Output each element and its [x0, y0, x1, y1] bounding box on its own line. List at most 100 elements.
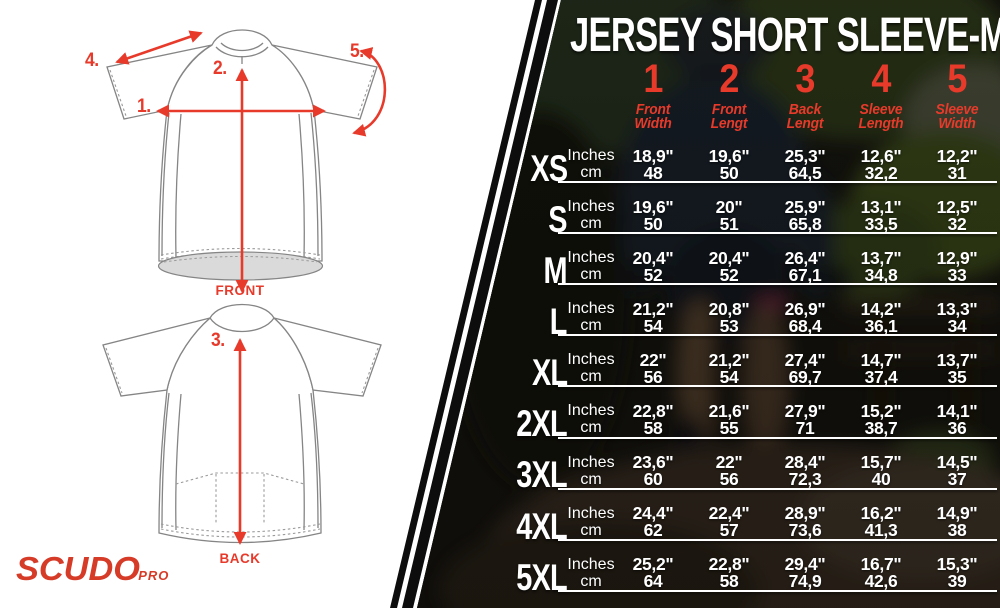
- inches-value: 20": [715, 196, 743, 217]
- cm-value: 64,5: [788, 162, 822, 183]
- cm-value: 34,8: [864, 264, 898, 285]
- inches-value: 26,4": [784, 247, 826, 268]
- unit-inches-label: Inches: [567, 555, 615, 573]
- column-number: 5: [947, 57, 967, 101]
- back-caption: BACK: [219, 551, 261, 566]
- cm-value: 55: [719, 417, 739, 438]
- row-divider: [558, 283, 997, 286]
- inches-value: 22": [639, 349, 667, 370]
- cm-value: 37,4: [864, 366, 898, 387]
- inches-value: 21,2": [632, 298, 674, 319]
- column-label: Sleeve Length: [858, 101, 904, 132]
- cm-value: 36,1: [864, 315, 898, 336]
- cm-value: 42,6: [864, 571, 898, 592]
- jersey-back-outline: [102, 303, 382, 544]
- cm-value: 64: [643, 571, 663, 592]
- inches-value: 22": [715, 452, 743, 473]
- size-row-s: S Inches cm 19,6" 20" 25,9" 13,1" 12,5" 50 51 65,8…: [505, 183, 997, 238]
- inches-value: 27,4": [784, 349, 826, 370]
- unit-cm-label: cm: [580, 164, 602, 181]
- marker-5: 5.: [350, 41, 364, 62]
- inches-value: 12,5": [936, 196, 978, 217]
- unit-inches-label: Inches: [567, 147, 615, 164]
- row-divider: [558, 589, 997, 592]
- unit-cm-label: cm: [580, 215, 602, 233]
- cm-value: 65,8: [788, 213, 822, 234]
- inches-value: 24,4": [632, 503, 674, 524]
- arrow-sleeve-length: [115, 30, 203, 65]
- inches-value: 20,4": [632, 247, 674, 268]
- size-rows: XS Inches cm 18,9" 19,6" 25,3" 12,6" 12,2" 48 50 6…: [505, 132, 997, 596]
- inches-value: 12,2": [936, 145, 978, 166]
- unit-inches-label: Inches: [567, 198, 615, 216]
- back-stitching: [105, 347, 379, 538]
- column-number: 2: [719, 57, 739, 101]
- column-header: 2 Front Lengt: [691, 57, 767, 131]
- cm-value: 34: [947, 315, 967, 336]
- inches-value: 13,7": [860, 247, 902, 268]
- inches-value: 27,9": [784, 400, 826, 421]
- inches-value: 12,9": [936, 247, 978, 268]
- measurement-arrows: [115, 30, 387, 545]
- column-header: 1 Front Width: [615, 59, 691, 132]
- row-divider: [558, 487, 997, 490]
- size-label: XS: [530, 147, 568, 189]
- cm-value: 74,9: [788, 571, 822, 592]
- size-row-xs: XS Inches cm 18,9" 19,6" 25,3" 12,6" 12,2" 48 50 6…: [505, 132, 997, 189]
- inches-value: 25,9": [784, 196, 826, 217]
- cm-value: 31: [947, 162, 967, 183]
- row-divider: [558, 436, 997, 439]
- scudo-pro-logo: SCUDOPRO: [16, 552, 169, 585]
- size-label: M: [543, 250, 568, 292]
- front-caption: FRONT: [215, 283, 265, 298]
- marker-1: 1.: [137, 96, 151, 117]
- size-row-m: M Inches cm 20,4" 20,4" 26,4" 13,7" 12,9" 52 52 67…: [505, 234, 997, 292]
- inches-value: 13,3": [936, 298, 978, 319]
- cm-value: 50: [643, 213, 663, 234]
- column-number: 4: [871, 57, 891, 101]
- cm-value: 32,2: [864, 162, 898, 183]
- unit-cm-label: cm: [580, 521, 602, 539]
- inches-value: 18,9": [632, 145, 674, 166]
- size-row-3xl: 3XL Inches cm 23,6" 22" 28,4" 15,7" 14,5" 60 56 72…: [505, 439, 997, 494]
- cm-value: 52: [643, 264, 663, 285]
- column-number: 3: [795, 57, 815, 101]
- inches-value: 12,6": [860, 145, 902, 166]
- inches-value: 29,4": [784, 554, 826, 575]
- cm-value: 58: [719, 571, 739, 592]
- inches-value: 14,5": [936, 452, 978, 473]
- inches-value: 15,3": [936, 554, 978, 575]
- cm-value: 57: [719, 520, 739, 541]
- cm-value: 39: [947, 571, 967, 592]
- inches-value: 21,6": [708, 400, 750, 421]
- unit-cm-label: cm: [580, 266, 602, 284]
- cm-value: 33: [947, 264, 967, 285]
- inches-value: 14,9": [936, 503, 978, 524]
- inches-value: 14,7": [860, 349, 902, 370]
- cm-value: 54: [643, 315, 663, 336]
- row-divider: [558, 385, 997, 388]
- cm-value: 67,1: [788, 264, 822, 285]
- unit-cm-label: cm: [580, 419, 602, 437]
- inches-value: 19,6": [708, 145, 750, 166]
- cm-value: 35: [947, 366, 967, 387]
- cm-value: 71: [795, 417, 815, 438]
- cm-value: 60: [643, 469, 663, 490]
- row-divider: [558, 181, 997, 184]
- marker-2: 2.: [213, 58, 227, 79]
- column-label: Front Width: [634, 101, 672, 132]
- cm-value: 73,6: [788, 520, 822, 541]
- inches-value: 15,2": [860, 400, 902, 421]
- cm-value: 69,7: [788, 366, 822, 387]
- column-label: Sleeve Width: [935, 101, 979, 132]
- cm-value: 53: [719, 315, 739, 336]
- column-header: 3 Back Lengt: [767, 57, 843, 131]
- cm-value: 56: [643, 366, 663, 387]
- column-headers: 1 Front Width 2 Front Lengt 3 Back Lengt 4 Slee…: [615, 57, 995, 132]
- inches-value: 16,7": [860, 554, 902, 575]
- inches-value: 22,8": [708, 554, 750, 575]
- cm-value: 38: [947, 520, 967, 541]
- marker-4: 4.: [85, 50, 99, 71]
